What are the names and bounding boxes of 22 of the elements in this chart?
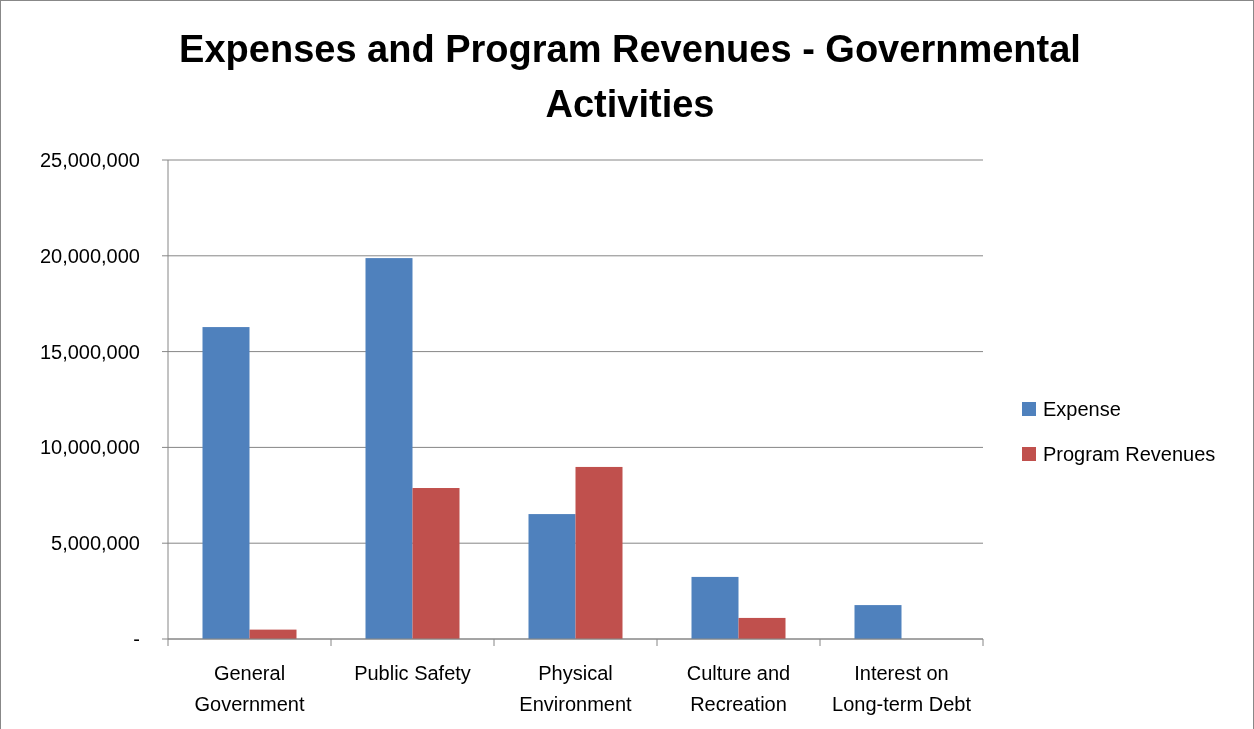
bar xyxy=(412,488,460,639)
bar xyxy=(691,576,739,639)
x-tick-label: Culture and Recreation xyxy=(686,662,791,715)
y-tick-label: 20,000,000 xyxy=(39,244,140,267)
chart-title: Expenses and Program Revenues - Governmental Activities xyxy=(179,28,1081,125)
bar xyxy=(738,617,786,639)
x-tick-label: Physical Environment xyxy=(519,662,633,715)
x-tick-label: Interest on Long-term Debt xyxy=(832,662,972,715)
x-tick-label: General Government xyxy=(194,662,305,715)
legend-label: Expense xyxy=(1043,398,1121,420)
bar xyxy=(854,605,902,639)
y-tick-label: 15,000,000 xyxy=(39,340,140,363)
bar xyxy=(575,466,623,639)
bar xyxy=(202,327,250,639)
legend-label: Program Revenues xyxy=(1043,443,1216,465)
y-tick-label: 5,000,000 xyxy=(51,532,140,555)
y-tick-label: 10,000,000 xyxy=(39,436,140,459)
bar xyxy=(528,514,576,639)
y-tick-label: - xyxy=(133,628,140,650)
y-tick-label: 25,000,000 xyxy=(39,149,140,171)
bar xyxy=(365,258,413,639)
x-tick-label: Public Safety xyxy=(354,662,471,684)
